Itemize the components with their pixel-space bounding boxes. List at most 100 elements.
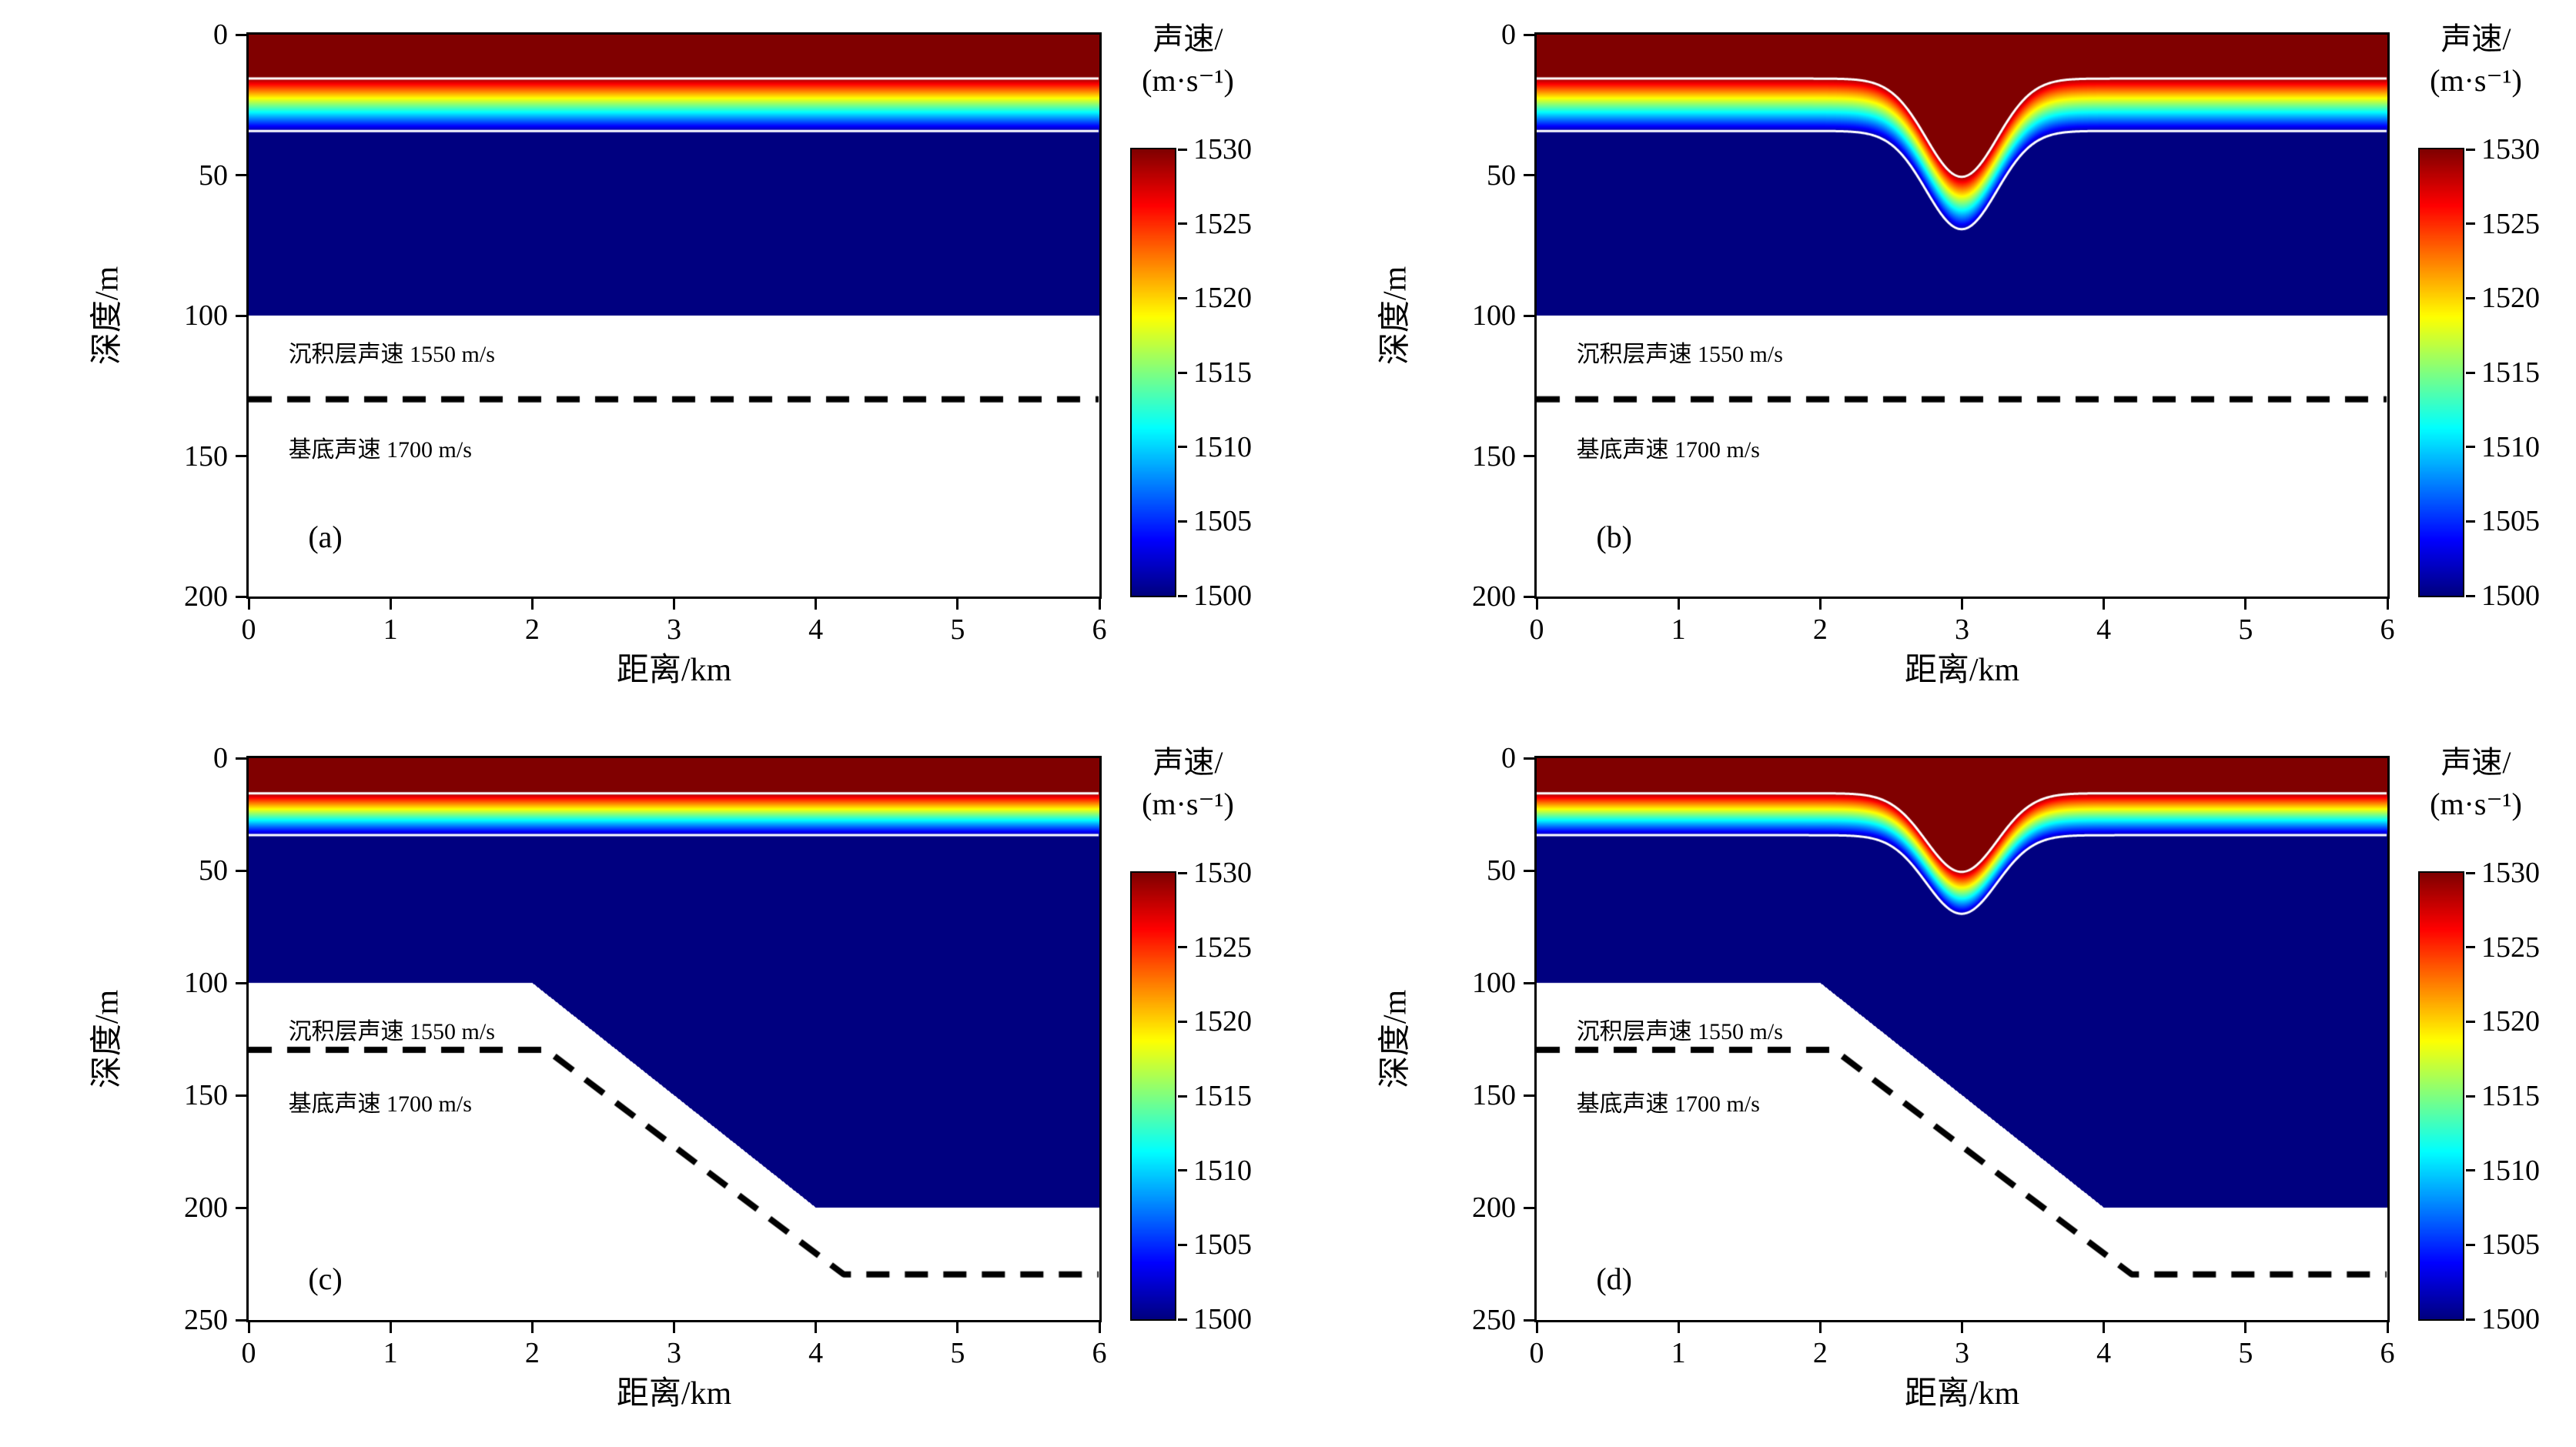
colorbar-title: 声速/ (m·s⁻¹) — [1093, 742, 1283, 825]
colorbar — [1130, 148, 1176, 597]
colorbar-tick-label: 1515 — [1193, 356, 1252, 389]
y-tick-label: 250 — [184, 1304, 228, 1336]
y-tick-label: 200 — [184, 580, 228, 613]
x-tick-mark — [1098, 1322, 1101, 1333]
colorbar-tick-mark — [2466, 446, 2475, 449]
colorbar-tick-mark — [2466, 594, 2475, 597]
colorbar — [2418, 871, 2464, 1321]
y-axis-label: 深度/m — [89, 989, 125, 1089]
y-tick-label: 150 — [184, 439, 228, 473]
x-tick-label: 4 — [808, 1337, 824, 1369]
x-tick-mark — [1677, 599, 1680, 610]
x-tick-label: 2 — [524, 1337, 540, 1369]
y-tick-mark — [236, 1206, 246, 1209]
colorbar-tick-label: 1505 — [2481, 1228, 2540, 1262]
colorbar-title-line2: (m·s⁻¹) — [1142, 63, 1234, 98]
panel-letter: (a) — [308, 520, 343, 555]
colorbar-tick-label: 1505 — [2481, 505, 2540, 538]
x-tick-mark — [1818, 1322, 1822, 1333]
colorbar-tick-label: 1515 — [2481, 356, 2540, 389]
y-tick-mark — [1524, 1206, 1534, 1209]
colorbar-tick-label: 1510 — [1193, 1154, 1252, 1187]
y-tick-mark — [1524, 33, 1534, 36]
panel-b: 深度/m 沉积层声速 1550 m/s 基底声速 1700 m/s (b) 距离… — [1288, 0, 2576, 724]
x-tick-mark — [1535, 1322, 1538, 1333]
colorbar-title-line1: 声速/ — [1153, 745, 1223, 780]
x-tick-mark — [1098, 599, 1101, 610]
y-tick-label: 50 — [1487, 159, 1516, 192]
colorbar-tick-label: 1500 — [1193, 580, 1252, 612]
y-tick-label: 0 — [213, 742, 228, 774]
colorbar-gradient — [1132, 149, 1175, 596]
colorbar-tick-label: 1505 — [1193, 505, 1252, 538]
colorbar-title-line1: 声速/ — [1153, 22, 1223, 56]
colorbar-tick-label: 1525 — [2481, 931, 2540, 964]
x-tick-label: 0 — [241, 613, 256, 646]
colorbar-tick-mark — [2466, 946, 2475, 949]
y-axis-label: 深度/m — [1377, 989, 1413, 1089]
colorbar-tick-label: 1510 — [2481, 1154, 2540, 1187]
x-tick-label: 4 — [808, 613, 824, 646]
colorbar-tick-mark — [2466, 1094, 2475, 1098]
colorbar-title-line2: (m·s⁻¹) — [2430, 63, 2522, 98]
x-tick-mark — [2103, 1322, 2106, 1333]
sediment-speed-annotation: 沉积层声速 1550 m/s — [1576, 342, 1783, 368]
colorbar-tick-label: 1520 — [1193, 1005, 1252, 1038]
y-tick-mark — [236, 1094, 246, 1097]
plot-frame: 沉积层声速 1550 m/s 基底声速 1700 m/s (b) — [1534, 32, 2390, 599]
y-tick-mark — [1524, 869, 1534, 872]
colorbar-tick-mark — [2466, 871, 2475, 874]
x-tick-label: 3 — [1955, 613, 1969, 646]
colorbar-gradient — [2420, 149, 2463, 596]
colorbar-gradient — [1132, 873, 1175, 1319]
y-tick-label: 150 — [184, 1079, 228, 1111]
colorbar-tick-mark — [1178, 594, 1187, 597]
panel-letter: (c) — [308, 1262, 343, 1297]
colorbar-tick-mark — [2466, 520, 2475, 523]
x-tick-label: 6 — [1092, 1337, 1107, 1369]
colorbar-tick-label: 1525 — [1193, 931, 1252, 964]
colorbar-tick-label: 1515 — [2481, 1080, 2540, 1112]
basement-speed-annotation: 基底声速 1700 m/s — [1576, 1091, 1760, 1117]
x-tick-mark — [2386, 599, 2389, 610]
x-tick-mark — [815, 1322, 818, 1333]
colorbar-tick-label: 1520 — [2481, 282, 2540, 315]
basement-speed-annotation: 基底声速 1700 m/s — [1576, 437, 1760, 463]
x-axis-label: 距离/km — [1904, 653, 2020, 688]
y-tick-mark — [1524, 981, 1534, 984]
y-tick-mark — [236, 1318, 246, 1322]
y-tick-label: 200 — [1472, 580, 1516, 613]
x-tick-label: 1 — [383, 613, 398, 646]
colorbar-tick-label: 1510 — [1193, 430, 1252, 463]
colorbar-tick-mark — [1178, 296, 1187, 299]
colorbar-tick-label: 1525 — [1193, 207, 1252, 240]
x-tick-label: 1 — [1671, 613, 1686, 646]
colorbar-tick-label: 1520 — [2481, 1005, 2540, 1038]
colorbar-tick-mark — [1178, 1243, 1187, 1246]
x-tick-label: 5 — [950, 613, 965, 646]
colorbar-tick-label: 1500 — [1193, 1303, 1252, 1335]
y-tick-mark — [236, 869, 246, 872]
y-tick-mark — [1524, 455, 1534, 457]
sediment-speed-annotation: 沉积层声速 1550 m/s — [1576, 1019, 1783, 1045]
x-tick-label: 1 — [383, 1337, 398, 1369]
x-tick-mark — [956, 599, 959, 610]
colorbar-tick-label: 1505 — [1193, 1228, 1252, 1262]
colorbar-tick-mark — [1178, 1169, 1187, 1172]
y-tick-label: 100 — [184, 299, 228, 332]
colorbar-tick-label: 1530 — [2481, 857, 2540, 889]
y-tick-label: 50 — [199, 159, 228, 192]
x-tick-mark — [530, 599, 534, 610]
y-tick-mark — [1524, 757, 1534, 760]
colorbar-tick-mark — [1178, 148, 1187, 151]
panel-d: 深度/m 沉积层声速 1550 m/s 基底声速 1700 m/s (d) 距离… — [1288, 724, 2576, 1447]
sound-speed-heatmap — [1537, 35, 2387, 597]
colorbar-tick-mark — [1178, 1020, 1187, 1023]
colorbar-tick-mark — [2466, 296, 2475, 299]
x-tick-label: 3 — [1955, 1337, 1969, 1369]
y-tick-mark — [1524, 595, 1534, 598]
colorbar-tick-mark — [2466, 222, 2475, 226]
colorbar-tick-mark — [1178, 871, 1187, 874]
y-tick-label: 150 — [1472, 1079, 1516, 1111]
